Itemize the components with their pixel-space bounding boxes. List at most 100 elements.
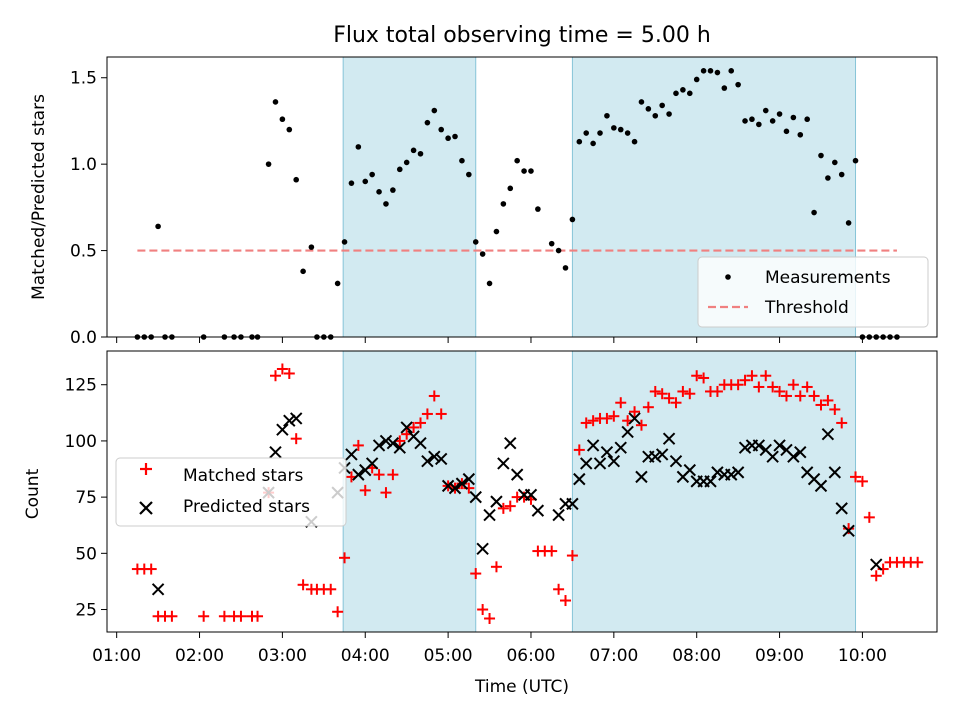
measurement-point xyxy=(825,175,831,181)
predicted-star-point xyxy=(662,432,676,445)
measurement-point xyxy=(300,268,306,275)
predicted-star-point xyxy=(821,427,835,441)
measurement-point xyxy=(818,152,824,159)
predicted-star-point xyxy=(600,445,614,459)
measurement-point xyxy=(369,171,375,178)
x-tick-label: 02:00 xyxy=(175,646,224,666)
top-x-ticks xyxy=(116,337,863,343)
measurement-point xyxy=(624,130,631,136)
matched-star-point xyxy=(774,385,786,397)
matched-star-point xyxy=(829,403,841,415)
measurement-point xyxy=(555,247,562,254)
measurement-point xyxy=(155,223,161,230)
predicted-star-point xyxy=(531,504,545,517)
matched-star-point xyxy=(283,367,295,379)
predicted-star-point xyxy=(628,412,641,425)
bottom-legend-box xyxy=(115,457,347,527)
predicted-star-point xyxy=(352,468,365,481)
y-tick-label: 125 xyxy=(65,376,97,396)
predicted-star-point xyxy=(469,490,482,504)
matched-star-point xyxy=(760,370,772,382)
matched-star-point xyxy=(629,406,641,418)
matched-star-point xyxy=(428,390,440,402)
x-tick-label: 09:00 xyxy=(755,646,804,666)
measurement-point xyxy=(286,126,293,133)
predicted-star-point xyxy=(441,479,455,493)
y-tick-label: 1.5 xyxy=(70,69,97,89)
measurement-point xyxy=(438,126,445,133)
matched-star-point xyxy=(504,500,516,512)
predicted-star-point xyxy=(573,472,586,486)
measurement-point xyxy=(742,118,748,124)
predicted-star-point xyxy=(462,472,476,486)
predicted-star-point xyxy=(414,436,427,450)
measurement-point xyxy=(535,206,541,212)
predicted-star-point xyxy=(593,457,607,470)
matched-star-point xyxy=(863,511,875,523)
measurement-point xyxy=(659,102,665,109)
predicted-star-point xyxy=(490,495,503,508)
y-tick-label: 75 xyxy=(75,488,97,508)
measurement-point xyxy=(769,118,776,124)
matched-star-point xyxy=(635,419,647,431)
measurement-point xyxy=(686,90,693,97)
measurement-point xyxy=(756,121,762,128)
x-tick-label: 01:00 xyxy=(92,646,141,666)
matched-star-point xyxy=(601,412,613,424)
x-tick-label: 05:00 xyxy=(424,646,473,666)
matched-star-point xyxy=(615,397,627,409)
predicted-star-point xyxy=(655,448,669,461)
matched-star-point xyxy=(297,579,309,591)
measurement-point xyxy=(631,138,638,145)
matched-star-point xyxy=(608,410,620,422)
matched-star-point xyxy=(546,545,558,557)
predicted-star-point xyxy=(731,466,745,479)
matched-star-point xyxy=(677,385,689,397)
measurement-point xyxy=(617,126,624,133)
measurement-point xyxy=(308,244,315,250)
matched-star-point xyxy=(587,415,599,427)
matched-star-point xyxy=(767,381,779,393)
matched-star-point xyxy=(843,523,855,535)
predicted-star-point xyxy=(635,470,648,484)
matched-star-point xyxy=(566,550,578,562)
measurement-point xyxy=(597,130,603,136)
matched-star-point xyxy=(732,379,744,391)
predicted-star-point xyxy=(476,542,489,556)
predicted-star-point xyxy=(552,508,565,522)
matched-star-point xyxy=(850,471,862,483)
predicted-star-point xyxy=(614,441,627,454)
predicted-star-point xyxy=(711,466,724,479)
legend-predicted-marker xyxy=(139,501,153,515)
measurement-point xyxy=(590,140,596,147)
matched-star-point xyxy=(870,570,882,582)
matched-star-point xyxy=(649,385,661,397)
matched-star-point xyxy=(421,408,433,420)
predicted-star-point xyxy=(649,450,662,463)
measurement-point xyxy=(638,99,645,105)
matched-star-point xyxy=(252,610,264,622)
matched-star-point xyxy=(856,475,868,487)
predicted-star-point xyxy=(269,445,282,459)
matched-star-point xyxy=(815,399,827,411)
measurement-point xyxy=(528,168,534,174)
measurement-point xyxy=(783,128,790,135)
measurement-point xyxy=(272,99,279,105)
matched-star-point xyxy=(414,417,426,429)
measurement-point xyxy=(507,185,514,192)
matched-star-point xyxy=(470,568,482,580)
predicted-star-point xyxy=(372,439,386,452)
x-tick-label: 04:00 xyxy=(341,646,390,666)
matched-star-point xyxy=(235,610,247,622)
predicted-star-point xyxy=(483,508,496,522)
predicted-star-point xyxy=(607,454,621,468)
measurement-point xyxy=(376,189,382,195)
matched-star-point xyxy=(711,385,723,397)
matched-star-point xyxy=(663,392,675,404)
top-y-ticks: 0.0 0.5 1.0 1.5 xyxy=(70,69,107,348)
bottom-plot-frame xyxy=(106,350,938,633)
predicted-star-point xyxy=(752,439,766,452)
matched-star-point xyxy=(387,469,399,481)
measurement-point xyxy=(410,147,417,154)
matched-star-point xyxy=(553,583,565,595)
